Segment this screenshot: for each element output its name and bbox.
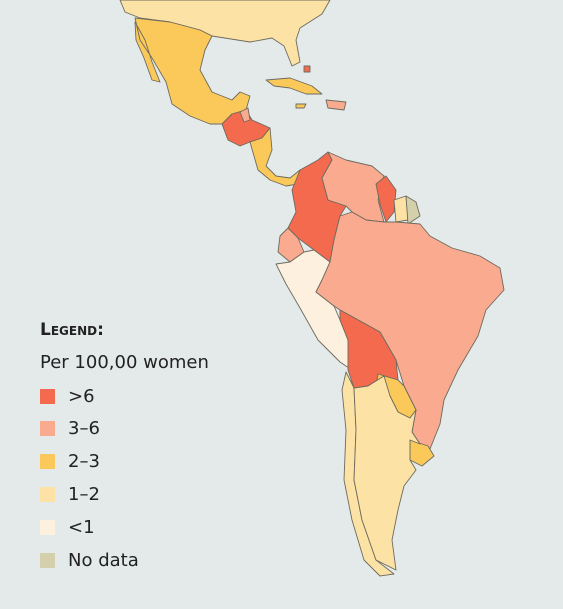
legend-swatch [40,486,55,502]
legend-swatch [40,454,55,470]
country [353,375,421,571]
legend-item: >6 [40,385,95,407]
legend-label: 2–3 [68,451,100,473]
country [315,211,505,455]
legend-label: 1–2 [68,483,100,505]
legend-label: >6 [68,385,95,407]
country [134,17,251,125]
legend-swatch [40,388,55,404]
legend-subtitle: Per 100,00 women [40,352,209,373]
country [325,99,347,111]
country [375,175,397,223]
country [249,127,301,187]
legend-item: 3–6 [40,418,100,440]
legend-item: 1–2 [40,483,100,505]
legend-item: 2–3 [40,451,100,473]
country [303,65,311,73]
legend-label: 3–6 [68,418,100,440]
legend-item: No data [40,549,139,571]
legend-label: <1 [68,516,95,538]
country [265,77,323,95]
legend-swatch [40,552,55,568]
legend-swatch [40,519,55,535]
country [239,107,251,123]
country [295,103,307,109]
legend-swatch [40,421,55,437]
legend-item: <1 [40,516,95,538]
legend-label: No data [68,549,139,571]
countries [119,0,505,577]
country [405,195,421,225]
legend-title: Legend: [40,320,104,340]
